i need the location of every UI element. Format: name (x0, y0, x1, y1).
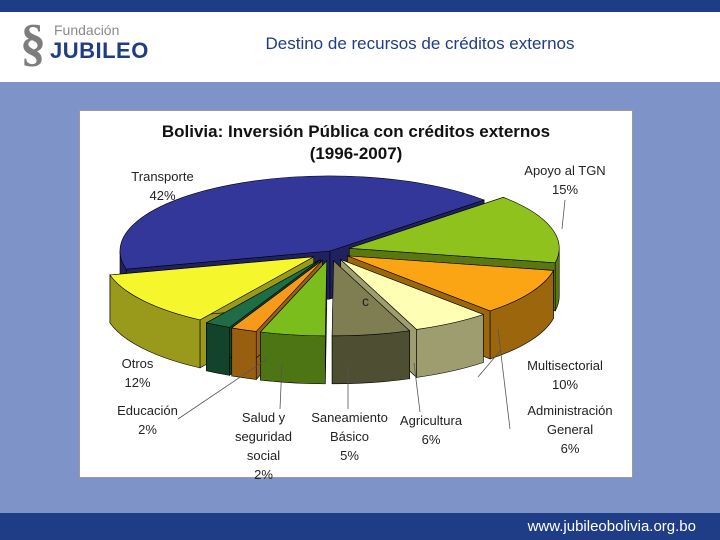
data-label-line: 2% (254, 467, 273, 482)
slice-top-salud-y-seguridad-social (231, 260, 323, 332)
slice-top-educacion (205, 259, 321, 328)
slide-title: Destino de recursos de créditos externos (265, 34, 575, 53)
data-label-line: Básico (329, 429, 370, 444)
stray-mark: c (362, 293, 369, 309)
slice-top-agricultura (331, 260, 411, 337)
data-label-line: Agricultura (399, 413, 463, 428)
data-label-line: 6% (421, 432, 441, 447)
data-label-line: Transporte (131, 169, 194, 184)
leader-line-administracion-general (497, 328, 511, 430)
slice-top-transporte (119, 175, 485, 270)
bottom-bar (0, 513, 720, 540)
leader-line-agricultura (413, 362, 421, 413)
data-label-agricultura: Agricultura 6% (386, 411, 476, 449)
slice-side-agricultura-0 (331, 330, 410, 385)
data-label-apoyo-al-tgn: Apoyo al TGN 15% (505, 161, 625, 199)
chart-title-main: Bolivia: Inversión Pública con créditos … (161, 122, 551, 141)
data-label-line: seguridad (234, 429, 293, 444)
slice-top-multisectorial (347, 255, 554, 312)
chart-subtitle: (1996-2007) (309, 144, 403, 163)
pie-chart: c (109, 175, 566, 430)
data-label-administracion-general: Administración General 6% (510, 401, 630, 458)
logo: § Fundación JUBILEO (20, 15, 148, 72)
data-label-salud-y-seguridad-social: Salud y seguridad social 2% (226, 408, 301, 484)
slice-top-otros (109, 256, 314, 321)
data-label-line: Administración (527, 403, 613, 418)
data-label-transporte: Transporte 42% (110, 167, 215, 205)
data-label-line: 42% (149, 188, 176, 203)
slice-agricultura (331, 260, 411, 385)
logo-bottom-text: JUBILEO (50, 38, 149, 63)
logo-top-text: Fundación (54, 22, 120, 38)
data-label-line: 12% (124, 375, 151, 390)
data-label-line: 2% (138, 422, 157, 437)
data-label-line: Multisectorial (527, 358, 603, 373)
logo-mark: § (20, 15, 46, 72)
top-bar (0, 0, 720, 12)
slice-top-apoyo-al-tgn (349, 197, 560, 264)
data-label-line: Educación (117, 403, 178, 418)
data-label-line: 5% (340, 448, 359, 463)
data-label-line: 6% (560, 441, 580, 456)
data-label-line: Saneamiento (311, 410, 388, 425)
data-label-educacion: Educación 2% (100, 401, 195, 439)
data-label-line: Otros (121, 356, 154, 371)
slice-side-salud-y-seguridad-social-0 (231, 327, 257, 380)
data-label-line: Salud y (241, 410, 286, 425)
data-label-line: 15% (551, 182, 579, 197)
data-label-line: social (246, 448, 281, 463)
slice-side-saneamiento-basico-0 (260, 331, 326, 385)
footer-url: www.jubileobolivia.org.bo (527, 518, 696, 535)
slice-saneamiento-basico (259, 260, 328, 385)
slice-side-educacion-0 (206, 322, 230, 376)
data-label-line: Apoyo al TGN (524, 163, 606, 178)
data-label-multisectorial: Multisectorial 10% (505, 356, 625, 394)
data-label-saneamiento-basico: Saneamiento Básico 5% (302, 408, 397, 465)
chart-title: Bolivia: Inversión Pública con créditos … (80, 121, 632, 165)
data-label-line: General (546, 422, 594, 437)
leader-line-educacion (177, 358, 268, 420)
leader-line-multisectorial (477, 350, 501, 378)
leader-line-salud-y-seguridad-social (279, 362, 283, 410)
data-label-line: 10% (551, 377, 579, 392)
slice-top-saneamiento-basico (259, 260, 328, 337)
header (0, 12, 720, 82)
leader-line-apoyo-al-tgn (561, 199, 566, 230)
data-label-otros: Otros 12% (100, 354, 175, 392)
slice-top-administracion-general (340, 259, 485, 330)
chart-panel: Bolivia: Inversión Pública con créditos … (79, 110, 633, 482)
